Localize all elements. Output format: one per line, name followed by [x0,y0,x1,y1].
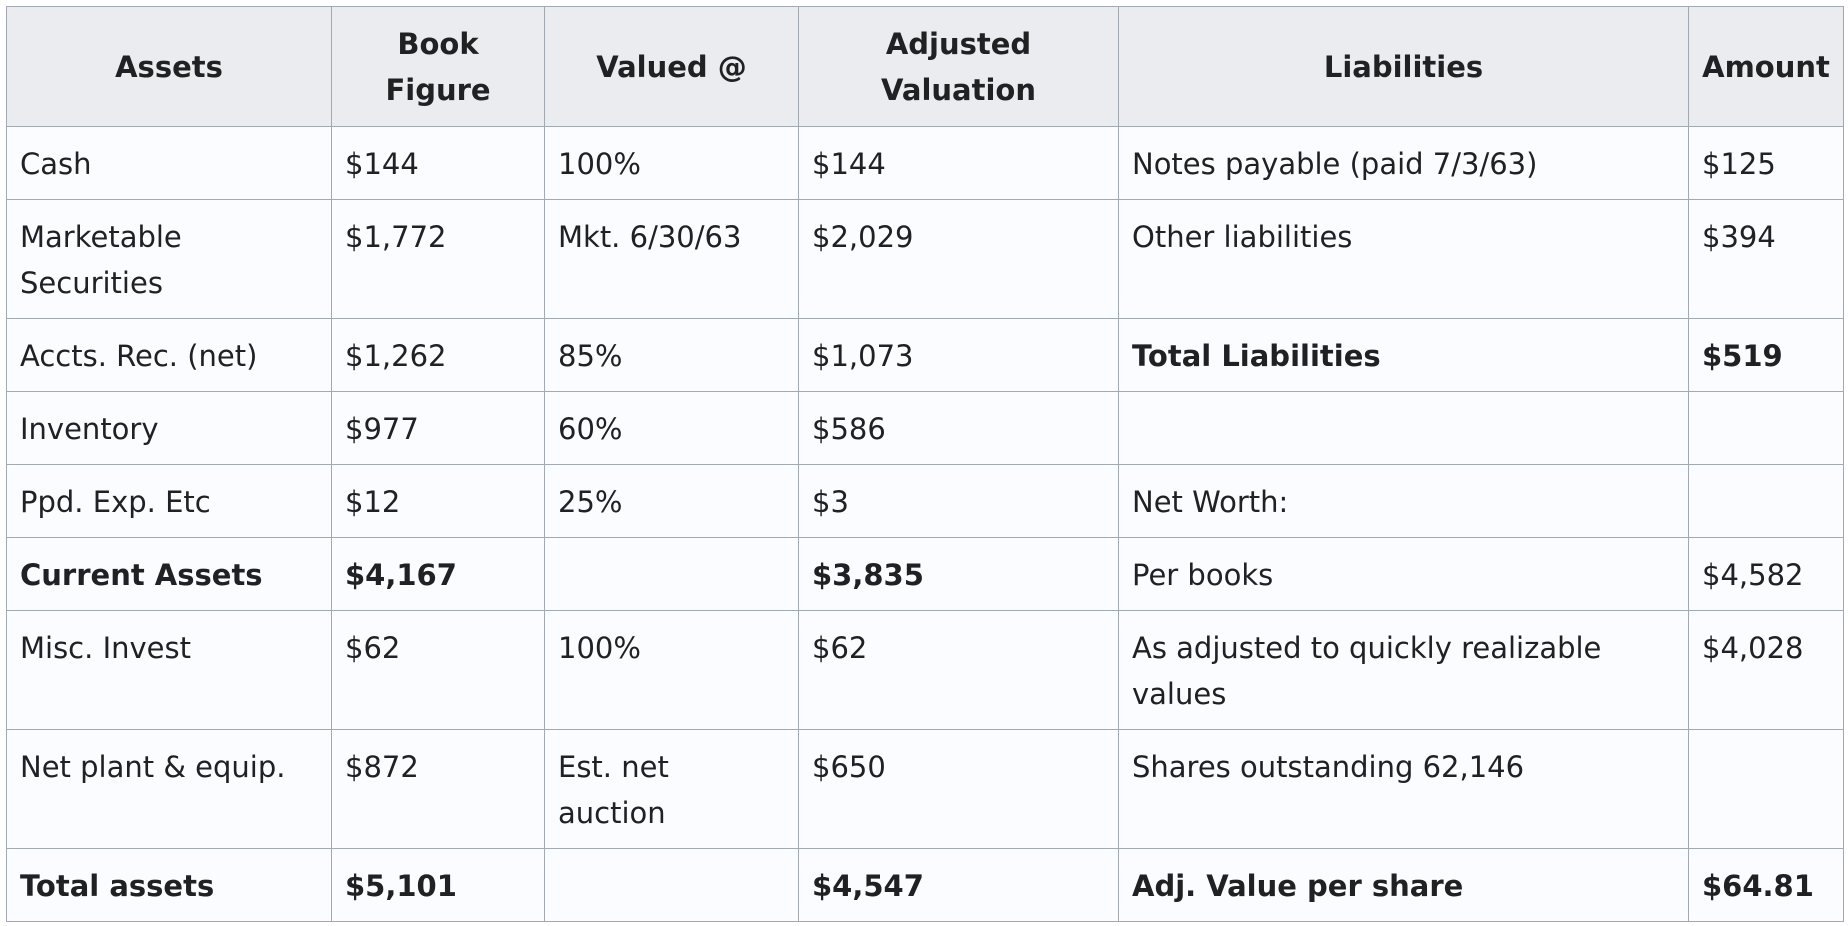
cell-book-figure: $977 [331,391,545,465]
cell-adjusted-valuation: $1,073 [798,318,1119,392]
cell-valued-at: 100% [544,126,799,200]
table-row: Accts. Rec. (net) $1,262 85% $1,073 Total Li… [6,318,1844,392]
table-row: Marketable Securities $1,772 Mkt. 6/30/63 $… [6,199,1844,319]
cell-amount: $519 [1688,318,1844,392]
cell-valued-at: 85% [544,318,799,392]
cell-book-figure: $1,772 [331,199,545,319]
cell-book-figure: $12 [331,464,545,538]
cell-valued-at: 25% [544,464,799,538]
cell-asset: Misc. Invest [6,610,332,730]
cell-adjusted-valuation: $3,835 [798,537,1119,611]
table-row: Net plant & equip. $872 Est. net auction $6… [6,729,1844,849]
cell-valued-at [544,537,799,611]
table-row: Misc. Invest $62 100% $62 As adjusted to qui… [6,610,1844,730]
cell-liability: Adj. Value per share [1118,848,1689,922]
cell-amount: $4,028 [1688,610,1844,730]
cell-adjusted-valuation: $650 [798,729,1119,849]
cell-amount: $125 [1688,126,1844,200]
cell-book-figure: $62 [331,610,545,730]
cell-liability: Per books [1118,537,1689,611]
header-valued-at: Valued @ [544,6,799,127]
cell-amount: $64.81 [1688,848,1844,922]
header-assets: Assets [6,6,332,127]
table-row: Cash $144 100% $144 Notes payable (paid 7/3/… [6,126,1844,200]
cell-valued-at: Est. net auction [544,729,799,849]
cell-valued-at: 60% [544,391,799,465]
cell-liability: Shares outstanding 62,146 [1118,729,1689,849]
balance-sheet-table: Assets Book Figure Valued @ Adjusted Val… [6,6,1844,922]
table-row: Ppd. Exp. Etc $12 25% $3 Net Worth: [6,464,1844,538]
cell-adjusted-valuation: $4,547 [798,848,1119,922]
cell-amount: $4,582 [1688,537,1844,611]
cell-asset: Current Assets [6,537,332,611]
cell-book-figure: $5,101 [331,848,545,922]
cell-adjusted-valuation: $2,029 [798,199,1119,319]
cell-asset: Cash [6,126,332,200]
cell-asset: Inventory [6,391,332,465]
cell-asset: Ppd. Exp. Etc [6,464,332,538]
cell-valued-at [544,848,799,922]
cell-liability: Notes payable (paid 7/3/63) [1118,126,1689,200]
cell-adjusted-valuation: $62 [798,610,1119,730]
cell-liability: Total Liabilities [1118,318,1689,392]
cell-book-figure: $4,167 [331,537,545,611]
cell-liability: Other liabilities [1118,199,1689,319]
cell-liability: Net Worth: [1118,464,1689,538]
header-amount: Amount [1688,6,1844,127]
cell-adjusted-valuation: $3 [798,464,1119,538]
cell-valued-at: 100% [544,610,799,730]
table-body: Cash $144 100% $144 Notes payable (paid 7/3/… [6,126,1844,922]
cell-asset: Total assets [6,848,332,922]
cell-asset: Net plant & equip. [6,729,332,849]
header-row: Assets Book Figure Valued @ Adjusted Val… [6,6,1844,127]
header-adjusted-valuation: Adjusted Valuation [798,6,1119,127]
cell-amount [1688,464,1844,538]
balance-sheet-container: Assets Book Figure Valued @ Adjusted Val… [6,6,1844,922]
cell-liability: As adjusted to quickly realizable values [1118,610,1689,730]
cell-amount [1688,391,1844,465]
cell-adjusted-valuation: $586 [798,391,1119,465]
cell-liability [1118,391,1689,465]
cell-book-figure: $872 [331,729,545,849]
table-row: Inventory $977 60% $586 [6,391,1844,465]
cell-amount [1688,729,1844,849]
cell-adjusted-valuation: $144 [798,126,1119,200]
cell-book-figure: $144 [331,126,545,200]
cell-asset: Accts. Rec. (net) [6,318,332,392]
cell-asset: Marketable Securities [6,199,332,319]
cell-book-figure: $1,262 [331,318,545,392]
cell-amount: $394 [1688,199,1844,319]
header-liabilities: Liabilities [1118,6,1689,127]
header-book-figure: Book Figure [331,6,545,127]
cell-valued-at: Mkt. 6/30/63 [544,199,799,319]
table-row: Total assets $5,101 $4,547 Adj. Value per s… [6,848,1844,922]
table-row: Current Assets $4,167 $3,835 Per books $4,58… [6,537,1844,611]
